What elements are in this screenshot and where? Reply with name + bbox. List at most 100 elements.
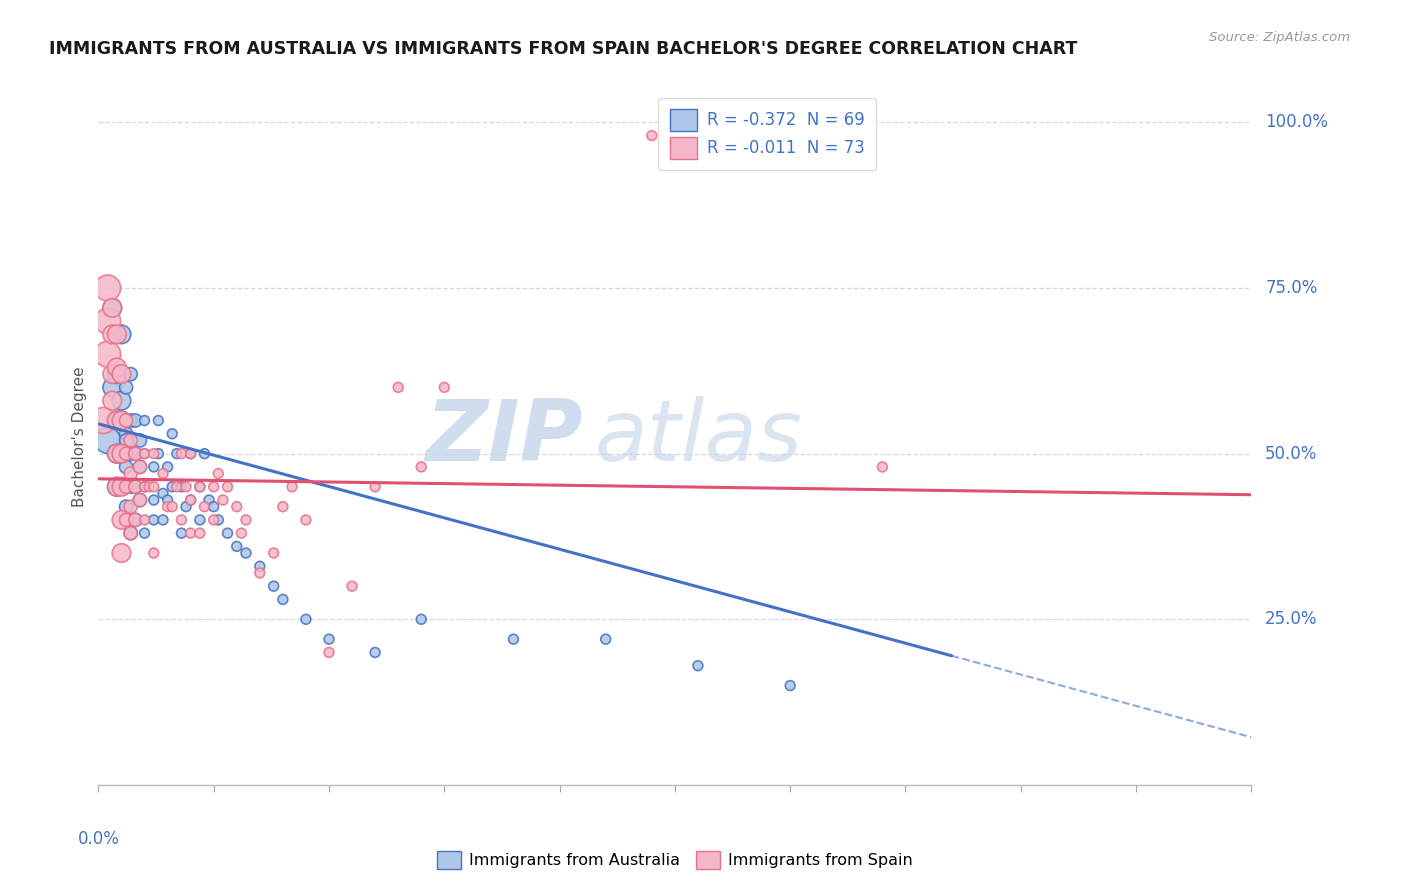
Point: [134, 480, 156, 494]
Point: [142, 459, 165, 474]
Point: [202, 480, 225, 494]
Point: [202, 500, 225, 514]
Point: [180, 447, 202, 461]
Point: [110, 546, 132, 560]
Point: [411, 612, 433, 626]
Point: [364, 645, 387, 659]
Point: [124, 447, 146, 461]
Point: [225, 540, 247, 554]
Text: 25.0%: 25.0%: [1265, 610, 1317, 628]
Point: [134, 526, 156, 541]
Point: [174, 480, 197, 494]
Point: [166, 447, 188, 461]
Point: [115, 447, 138, 461]
Point: [148, 413, 170, 427]
Point: [641, 128, 664, 143]
Point: [160, 426, 183, 441]
Point: [134, 480, 156, 494]
Point: [387, 380, 409, 394]
Point: [110, 413, 132, 427]
Text: Source: ZipAtlas.com: Source: ZipAtlas.com: [1209, 31, 1350, 45]
Point: [97, 347, 120, 361]
Point: [138, 480, 160, 494]
Point: [101, 327, 124, 342]
Point: [142, 546, 165, 560]
Text: 50.0%: 50.0%: [1265, 444, 1317, 463]
Point: [120, 447, 142, 461]
Point: [110, 447, 132, 461]
Point: [129, 459, 152, 474]
Point: [105, 327, 128, 342]
Point: [502, 632, 524, 647]
Point: [318, 645, 340, 659]
Point: [142, 447, 165, 461]
Point: [249, 566, 271, 580]
Point: [115, 500, 138, 514]
Point: [134, 447, 156, 461]
Point: [318, 632, 340, 647]
Point: [101, 367, 124, 381]
Point: [180, 526, 202, 541]
Point: [170, 513, 193, 527]
Legend: R = -0.372  N = 69, R = -0.011  N = 73: R = -0.372 N = 69, R = -0.011 N = 73: [658, 97, 876, 170]
Point: [124, 447, 146, 461]
Point: [101, 301, 124, 315]
Point: [411, 459, 433, 474]
Point: [115, 513, 138, 527]
Point: [271, 592, 294, 607]
Point: [129, 434, 152, 448]
Point: [295, 612, 318, 626]
Point: [180, 493, 202, 508]
Point: [110, 447, 132, 461]
Point: [249, 559, 271, 574]
Point: [188, 526, 211, 541]
Point: [193, 500, 215, 514]
Point: [231, 526, 253, 541]
Point: [202, 513, 225, 527]
Point: [235, 513, 257, 527]
Point: [115, 426, 138, 441]
Point: [105, 360, 128, 375]
Point: [120, 467, 142, 481]
Point: [779, 679, 801, 693]
Point: [180, 493, 202, 508]
Point: [271, 500, 294, 514]
Point: [174, 500, 197, 514]
Point: [686, 658, 709, 673]
Point: [105, 413, 128, 427]
Point: [198, 493, 221, 508]
Point: [193, 447, 215, 461]
Point: [152, 513, 174, 527]
Point: [120, 500, 142, 514]
Text: atlas: atlas: [595, 395, 803, 479]
Point: [235, 546, 257, 560]
Point: [110, 367, 132, 381]
Point: [120, 526, 142, 541]
Point: [156, 459, 179, 474]
Point: [101, 380, 124, 394]
Point: [124, 513, 146, 527]
Point: [129, 459, 152, 474]
Point: [152, 467, 174, 481]
Text: 0.0%: 0.0%: [77, 830, 120, 848]
Point: [129, 493, 152, 508]
Point: [142, 493, 165, 508]
Point: [105, 480, 128, 494]
Point: [115, 413, 138, 427]
Point: [110, 413, 132, 427]
Point: [188, 513, 211, 527]
Point: [105, 447, 128, 461]
Point: [295, 513, 318, 527]
Point: [263, 579, 285, 593]
Point: [115, 459, 138, 474]
Point: [142, 480, 165, 494]
Text: IMMIGRANTS FROM AUSTRALIA VS IMMIGRANTS FROM SPAIN BACHELOR'S DEGREE CORRELATION: IMMIGRANTS FROM AUSTRALIA VS IMMIGRANTS …: [49, 40, 1077, 58]
Point: [134, 447, 156, 461]
Point: [115, 480, 138, 494]
Point: [340, 579, 363, 593]
Point: [160, 500, 183, 514]
Point: [170, 526, 193, 541]
Point: [225, 500, 247, 514]
Point: [101, 393, 124, 408]
Point: [110, 513, 132, 527]
